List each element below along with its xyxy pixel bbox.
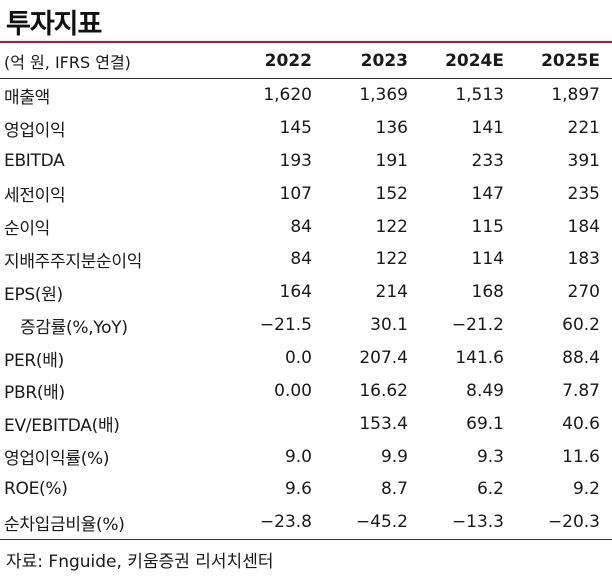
value-cell: 115 [471,216,504,237]
row-label: EBITDA [4,150,65,171]
table-row: 영업이익 145 136 141 221 [0,112,612,145]
row-label: 매출액 [4,87,51,108]
value-cell: 107 [279,183,312,204]
table-row: 순이익 84 122 115 184 [0,210,612,243]
row-label: EPS(원) [4,284,63,305]
value-cell: 84 [290,249,312,270]
value-cell: −21.5 [259,315,312,336]
value-cell: 60.2 [562,315,600,336]
row-label: 순이익 [4,219,51,240]
row-label: 영업이익률(%) [4,449,110,470]
row-label: ROE(%) [4,479,68,500]
table-row: PBR(배) 0.00 16.62 8.49 7.87 [0,374,612,407]
title-divider [0,41,612,43]
value-cell: 145 [279,118,312,139]
value-cell: 114 [471,249,504,270]
table-row: EV/EBITDA(배) 153.4 69.1 40.6 [0,407,612,440]
value-cell: 6.2 [476,479,504,500]
value-cell: 233 [471,150,504,171]
value-cell: 183 [567,249,600,270]
value-cell: 8.7 [380,479,408,500]
value-cell: 84 [290,216,312,237]
value-cell: 168 [471,282,504,303]
value-cell: 122 [375,249,408,270]
value-cell: 184 [567,216,600,237]
value-cell: 40.6 [562,413,600,434]
value-cell: 1,369 [359,85,408,106]
value-cell: 7.87 [562,380,600,401]
value-cell: 9.3 [476,446,504,467]
value-cell: 9.0 [284,446,312,467]
value-cell: 193 [279,150,312,171]
value-cell: 8.49 [466,380,504,401]
value-cell: 141.6 [455,348,504,369]
row-label: 증감률(%,YoY) [20,317,128,338]
value-cell [228,407,324,440]
unit-label: (억 원, IFRS 연결) [0,45,228,79]
value-cell: 1,897 [551,85,600,106]
row-label: 영업이익 [4,120,66,141]
row-label: 순차입금비율(%) [0,505,228,540]
table-row: 지배주주지분순이익 84 122 114 183 [0,243,612,276]
header-row: (억 원, IFRS 연결) 2022 2023 2024E 2025E [0,45,612,79]
value-cell: −20.3 [516,505,612,540]
value-cell: 136 [375,118,408,139]
value-cell: 9.2 [572,479,600,500]
value-cell: 164 [279,282,312,303]
value-cell: 69.1 [466,413,504,434]
value-cell: −23.8 [228,505,324,540]
table-title: 투자지표 [6,9,102,40]
value-cell: 30.1 [370,315,408,336]
value-cell: 0.00 [274,380,312,401]
table-row: EPS(원) 164 214 168 270 [0,276,612,309]
value-cell: 270 [567,282,600,303]
value-cell: 153.4 [359,413,408,434]
value-cell: 1,620 [263,85,312,106]
value-cell: 221 [567,118,600,139]
row-label: EV/EBITDA(배) [4,416,120,437]
value-cell: 11.6 [562,446,600,467]
value-cell: 207.4 [359,348,408,369]
value-cell: 9.6 [284,479,312,500]
value-cell: 9.9 [380,446,408,467]
row-label: 지배주주지분순이익 [4,251,143,272]
value-cell: 191 [375,150,408,171]
row-label: PBR(배) [4,383,65,404]
year-header: 2023 [324,45,420,79]
year-header: 2022 [228,45,324,79]
table-row: 세전이익 107 152 147 235 [0,177,612,210]
table-row: ROE(%) 9.6 8.7 6.2 9.2 [0,473,612,506]
table-row: 영업이익률(%) 9.0 9.9 9.3 11.6 [0,440,612,473]
value-cell: 235 [567,183,600,204]
table-row: EBITDA 193 191 233 391 [0,145,612,178]
value-cell: −45.2 [324,505,420,540]
investment-indicators-table: (억 원, IFRS 연결) 2022 2023 2024E 2025E 매출액… [0,45,612,540]
value-cell: 16.62 [359,380,408,401]
value-cell: 1,513 [455,85,504,106]
year-header: 2025E [516,45,612,79]
value-cell: 147 [471,183,504,204]
value-cell: 88.4 [562,348,600,369]
value-cell: −13.3 [420,505,516,540]
row-label: PER(배) [4,350,64,371]
value-cell: 141 [471,118,504,139]
year-header: 2024E [420,45,516,79]
value-cell: 391 [567,150,600,171]
table-row: 증감률(%,YoY) −21.5 30.1 −21.2 60.2 [0,309,612,342]
value-cell: 152 [375,183,408,204]
value-cell: 122 [375,216,408,237]
source-note: 자료: Fnguide, 키움증권 리서치센터 [6,552,274,572]
value-cell: 0.0 [284,348,312,369]
table-row: PER(배) 0.0 207.4 141.6 88.4 [0,342,612,375]
value-cell: −21.2 [451,315,504,336]
value-cell: 214 [375,282,408,303]
table-row: 매출액 1,620 1,369 1,513 1,897 [0,78,612,111]
row-label: 세전이익 [4,186,66,207]
table-row: 순차입금비율(%) −23.8 −45.2 −13.3 −20.3 [0,505,612,540]
